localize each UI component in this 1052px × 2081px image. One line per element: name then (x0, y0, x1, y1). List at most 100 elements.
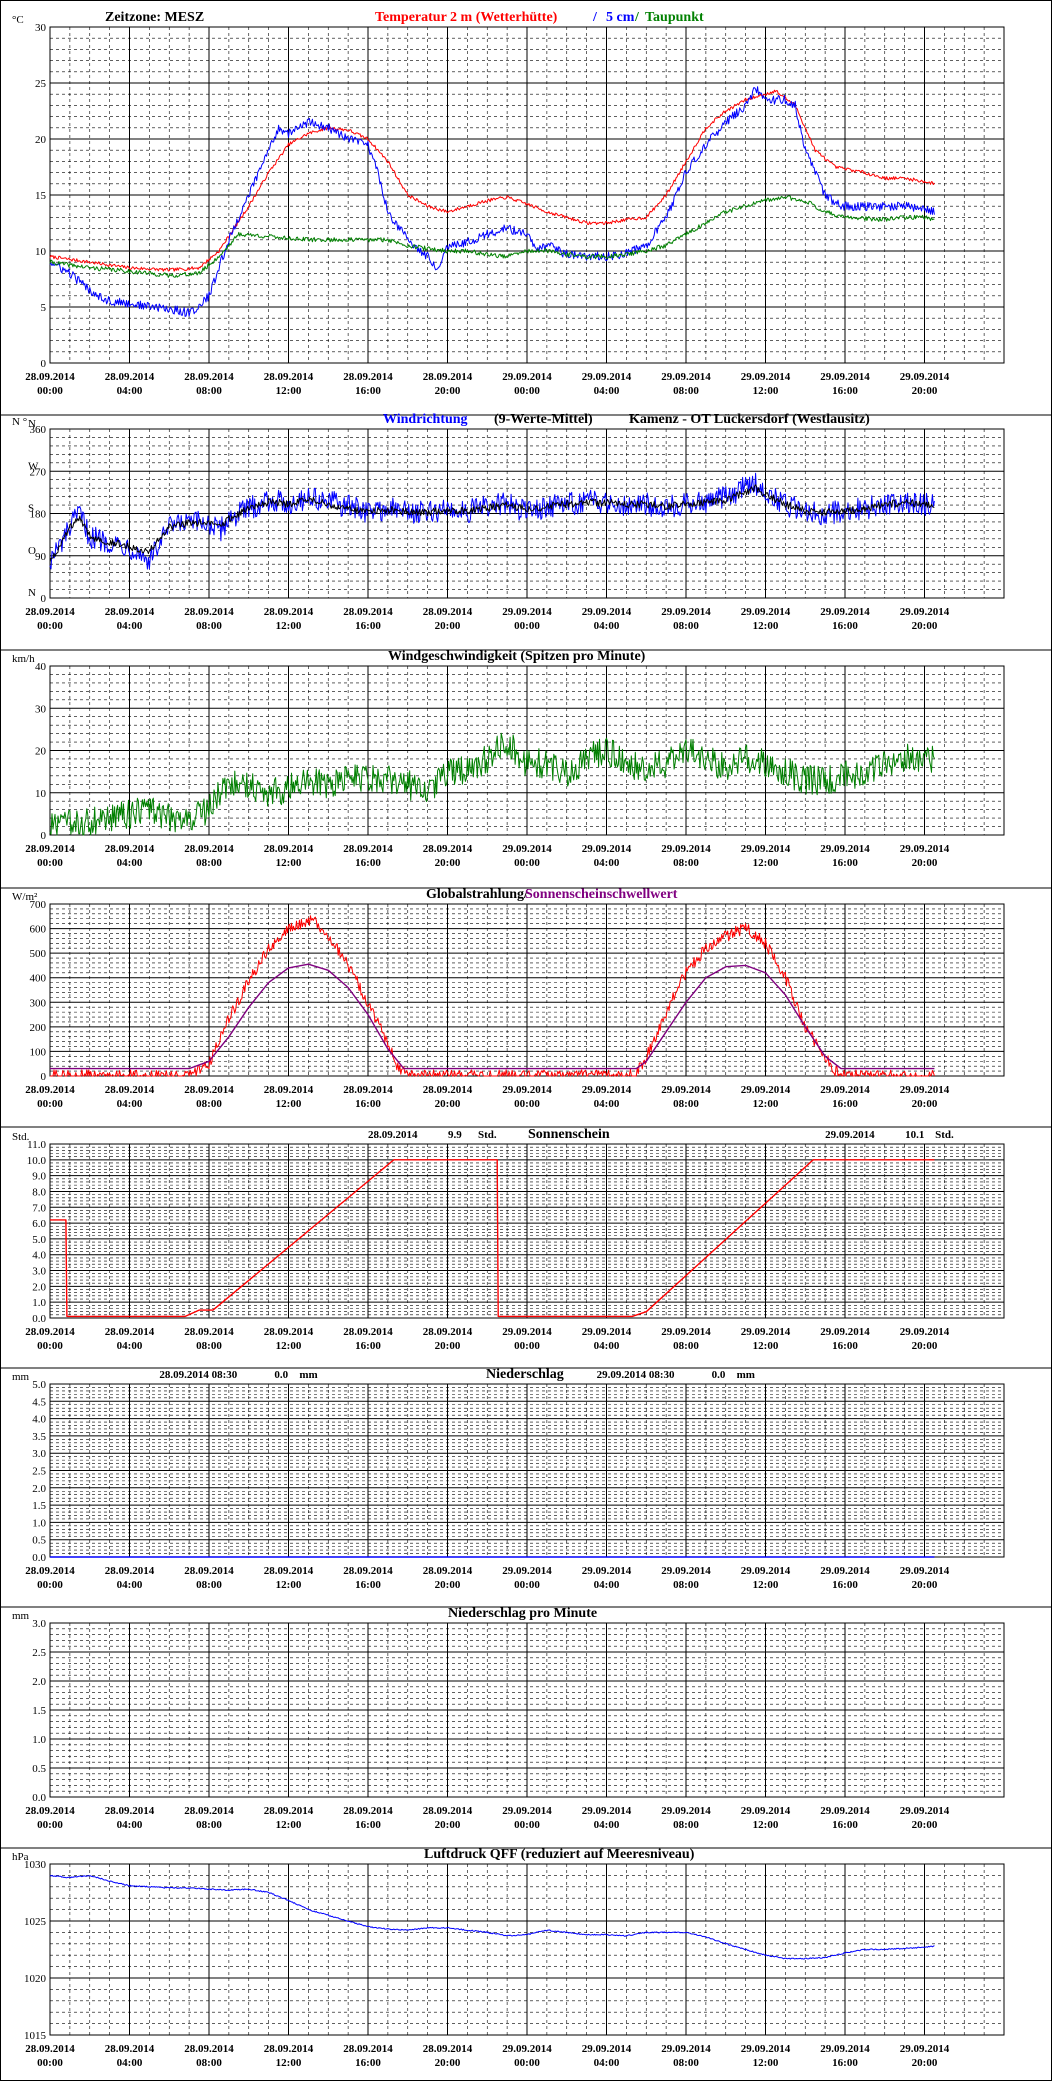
x-tick-time: 08:00 (196, 1819, 222, 1831)
y-tick-label: 3.0 (32, 1618, 46, 1630)
y-tick-label: 500 (30, 948, 47, 960)
x-tick-time: 20:00 (435, 857, 461, 869)
x-tick-time: 12:00 (276, 1579, 302, 1591)
x-tick-time: 08:00 (196, 1340, 222, 1352)
x-tick-date: 29.09.2014 (741, 1326, 791, 1338)
compass-label: N (28, 418, 36, 430)
x-tick-time: 16:00 (832, 385, 858, 397)
x-tick-time: 04:00 (594, 1579, 620, 1591)
summary-unit: Std. (935, 1129, 954, 1141)
x-tick-date: 29.09.2014 (502, 1565, 552, 1577)
x-tick-date: 28.09.2014 (25, 1805, 75, 1817)
chart-title-part: Windgeschwindigkeit (Spitzen pro Minute) (388, 649, 646, 664)
x-tick-date: 28.09.2014 (343, 2043, 393, 2055)
y-tick-label: 11.0 (27, 1139, 46, 1151)
y-tick-label: 10 (35, 246, 47, 258)
chart-precipmin: 0.0 0.5 1.0 1.5 2.0 2.5 3.0mm Niederschlag pro … (0, 1606, 1052, 1849)
y-tick-label: 4.0 (32, 1250, 46, 1262)
x-tick-time: 20:00 (912, 1098, 938, 1110)
chart-title-part: Niederschlag pro Minute (448, 1606, 597, 1621)
x-tick-time: 20:00 (912, 385, 938, 397)
x-tick-time: 00:00 (514, 1579, 540, 1591)
x-tick-date: 29.09.2014 (661, 371, 711, 383)
plot-frame (49, 1143, 1005, 1319)
x-tick-time: 12:00 (276, 1098, 302, 1110)
x-tick-date: 28.09.2014 (25, 371, 75, 383)
x-tick-date: 28.09.2014 (343, 371, 393, 383)
x-tick-time: 16:00 (355, 1340, 381, 1352)
x-tick-date: 28.09.2014 (25, 2043, 75, 2055)
x-tick-date: 28.09.2014 (423, 1565, 473, 1577)
summary-date: 29.09.2014 08:30 (597, 1369, 675, 1381)
chart-title-part: Niederschlag (486, 1367, 564, 1382)
x-tick-date: 29.09.2014 (820, 843, 870, 855)
x-tick-date: 29.09.2014 (900, 606, 950, 618)
x-tick-date: 28.09.2014 (343, 1805, 393, 1817)
x-tick-time: 16:00 (355, 1819, 381, 1831)
plot-frame (49, 428, 1005, 599)
x-tick-time: 16:00 (355, 1098, 381, 1110)
x-tick-time: 04:00 (117, 2057, 143, 2069)
y-tick-label: 0.5 (32, 1763, 46, 1775)
x-tick-date: 28.09.2014 (25, 1326, 75, 1338)
x-tick-date: 28.09.2014 (264, 2043, 314, 2055)
x-tick-time: 04:00 (594, 1819, 620, 1831)
x-tick-time: 08:00 (673, 1340, 699, 1352)
x-tick-time: 12:00 (753, 1819, 779, 1831)
x-tick-date: 28.09.2014 (105, 843, 155, 855)
compass-label: S (28, 503, 34, 515)
x-tick-time: 08:00 (673, 1579, 699, 1591)
x-tick-date: 28.09.2014 (343, 606, 393, 618)
x-tick-time: 20:00 (912, 1579, 938, 1591)
x-tick-time: 20:00 (435, 620, 461, 632)
x-tick-date: 28.09.2014 (184, 843, 234, 855)
x-tick-time: 08:00 (196, 1579, 222, 1591)
x-tick-date: 28.09.2014 (105, 1565, 155, 1577)
x-tick-time: 16:00 (832, 620, 858, 632)
x-tick-time: 08:00 (196, 857, 222, 869)
x-tick-date: 28.09.2014 (343, 1565, 393, 1577)
y-tick-label: 2.5 (32, 1647, 46, 1659)
y-tick-label: 3.5 (32, 1431, 46, 1443)
x-tick-time: 20:00 (912, 2057, 938, 2069)
x-tick-time: 20:00 (912, 857, 938, 869)
x-tick-date: 29.09.2014 (661, 843, 711, 855)
x-tick-time: 12:00 (276, 620, 302, 632)
plot-frame (49, 665, 1005, 836)
x-tick-date: 28.09.2014 (105, 1805, 155, 1817)
x-tick-date: 28.09.2014 (184, 371, 234, 383)
chart-title-part: Temperatur 2 m (Wetterhütte) (375, 10, 558, 25)
y-tick-label: 1025 (24, 1916, 47, 1928)
x-tick-time: 12:00 (753, 620, 779, 632)
x-tick-time: 16:00 (832, 1340, 858, 1352)
unit-label: °C (12, 14, 24, 26)
chart-title-part: / (592, 10, 598, 25)
x-tick-time: 16:00 (355, 857, 381, 869)
y-tick-label: 15 (35, 190, 47, 202)
x-tick-date: 28.09.2014 (264, 1326, 314, 1338)
x-tick-time: 00:00 (37, 385, 63, 397)
summary-unit: mm (299, 1369, 317, 1381)
x-tick-time: 00:00 (37, 857, 63, 869)
x-tick-date: 28.09.2014 (423, 2043, 473, 2055)
chart-title-part: 5 cm (606, 10, 635, 25)
y-tick-label: 9.0 (32, 1171, 46, 1183)
unit-label: mm (12, 1610, 30, 1622)
x-tick-date: 28.09.2014 (184, 606, 234, 618)
x-tick-time: 20:00 (435, 385, 461, 397)
summary-value: 10.1 (905, 1129, 924, 1141)
x-tick-time: 16:00 (832, 1579, 858, 1591)
x-tick-date: 29.09.2014 (900, 1805, 950, 1817)
unit-label: Std. (12, 1131, 30, 1143)
x-tick-time: 00:00 (37, 1340, 63, 1352)
y-tick-label: 3.0 (32, 1266, 46, 1278)
x-tick-time: 08:00 (196, 620, 222, 632)
x-tick-date: 29.09.2014 (502, 1084, 552, 1096)
x-tick-time: 16:00 (355, 385, 381, 397)
x-tick-time: 08:00 (673, 857, 699, 869)
y-tick-label: 2.5 (32, 1466, 46, 1478)
x-tick-date: 29.09.2014 (582, 1084, 632, 1096)
x-tick-time: 16:00 (832, 2057, 858, 2069)
x-tick-time: 20:00 (435, 1819, 461, 1831)
x-tick-time: 12:00 (753, 1098, 779, 1110)
